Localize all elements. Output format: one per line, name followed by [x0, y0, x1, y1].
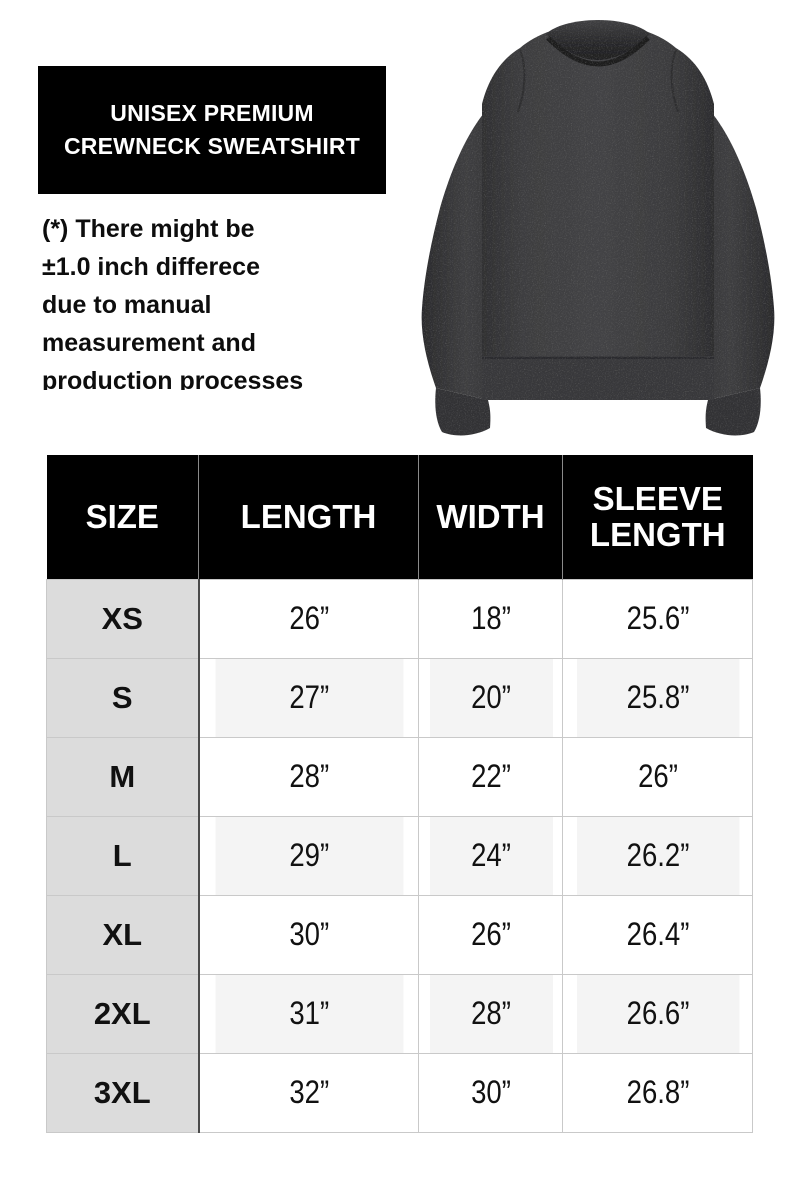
- cell-sleeve: 26.6”: [575, 973, 740, 1054]
- column-header-width: WIDTH: [418, 455, 563, 579]
- table-header: SIZE LENGTH WIDTH SLEEVE LENGTH: [46, 455, 753, 579]
- cell-size: XS: [46, 578, 200, 659]
- cell-size: L: [46, 815, 200, 896]
- cell-length: 32”: [213, 1052, 404, 1133]
- cell-width: 28”: [428, 973, 553, 1054]
- table-row: 2XL 31” 28” 26.6”: [46, 973, 753, 1054]
- disclaimer-note: (*) There might be ±1.0 inch differece d…: [42, 210, 360, 390]
- garment-illustration: WIDTH LENGTH: [396, 8, 800, 440]
- column-header-size: SIZE: [46, 455, 199, 579]
- right-shoulder-seam: [670, 49, 679, 113]
- cell-width: 20”: [428, 657, 553, 738]
- table-row: XL 30” 26” 26.4”: [46, 894, 753, 975]
- cell-length: 27”: [213, 657, 404, 738]
- cell-sleeve: 26.8”: [575, 1052, 740, 1133]
- table-row: L 29” 24” 26.2”: [46, 815, 753, 896]
- title-line-1: UNISEX PREMIUM: [110, 99, 314, 126]
- table-row: S 27” 20” 25.8”: [46, 657, 753, 738]
- cell-width: 22”: [428, 736, 553, 817]
- cell-sleeve: 25.8”: [575, 657, 740, 738]
- cell-sleeve: 26.2”: [575, 815, 740, 896]
- cell-length: 31”: [213, 973, 404, 1054]
- sleeve-header-line-2: LENGTH: [589, 515, 726, 553]
- table-row: M 28” 22” 26”: [46, 736, 753, 817]
- sleeve-header-line-1: SLEEVE: [592, 480, 723, 518]
- collar-band: [546, 20, 650, 60]
- sweatshirt-body: [482, 24, 714, 400]
- collar-inner-shadow: [546, 36, 650, 67]
- cell-width: 30”: [428, 1052, 553, 1133]
- cell-size: XL: [46, 894, 200, 975]
- column-header-sleeve-length: SLEEVE LENGTH: [562, 455, 753, 579]
- cell-length: 29”: [213, 815, 404, 896]
- cell-size: 2XL: [46, 973, 200, 1054]
- cell-width: 24”: [428, 815, 553, 896]
- disclaimer-line-5: production processes: [42, 367, 304, 390]
- right-cuff: [705, 388, 761, 436]
- cell-length: 26”: [213, 578, 404, 659]
- left-cuff: [435, 388, 491, 436]
- cell-length: 28”: [213, 736, 404, 817]
- left-shoulder-seam: [517, 49, 526, 113]
- page-title: UNISEX PREMIUM CREWNECK SWEATSHIRT: [50, 97, 374, 164]
- cell-sleeve: 25.6”: [575, 578, 740, 659]
- title-line-2: CREWNECK SWEATSHIRT: [64, 133, 360, 159]
- size-chart-table: SIZE LENGTH WIDTH SLEEVE LENGTH XS 26” 1…: [46, 455, 753, 1133]
- disclaimer-line-4: measurement and: [42, 329, 256, 357]
- table-row: 3XL 32” 30” 26.8”: [46, 1052, 753, 1133]
- table-header-row: SIZE LENGTH WIDTH SLEEVE LENGTH: [46, 455, 753, 579]
- cell-size: S: [46, 657, 200, 738]
- table-row: XS 26” 18” 25.6”: [46, 578, 753, 659]
- cell-width: 18”: [428, 578, 553, 659]
- disclaimer-line-1: (*) There might be: [42, 215, 255, 243]
- table-body: XS 26” 18” 25.6” S 27” 20” 25.8” M 28” 2…: [46, 578, 753, 1133]
- disclaimer-text: (*) There might be ±1.0 inch differece d…: [42, 210, 360, 390]
- sweatshirt-graphic: [421, 20, 775, 436]
- cell-sleeve: 26.4”: [575, 894, 740, 975]
- disclaimer-line-2: ±1.0 inch differece: [42, 253, 260, 281]
- hem-band: [482, 356, 714, 400]
- cell-sleeve: 26”: [575, 736, 740, 817]
- cell-size: 3XL: [46, 1052, 200, 1133]
- disclaimer-line-3: due to manual: [42, 291, 212, 319]
- cell-size: M: [46, 736, 200, 817]
- title-banner: UNISEX PREMIUM CREWNECK SWEATSHIRT: [38, 66, 386, 194]
- cell-length: 30”: [213, 894, 404, 975]
- cell-width: 26”: [428, 894, 553, 975]
- column-header-length: LENGTH: [198, 455, 419, 579]
